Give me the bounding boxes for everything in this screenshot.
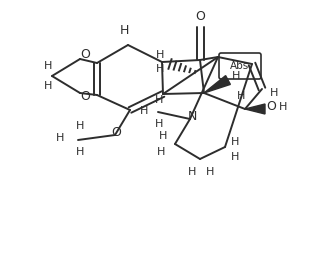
Text: H: H	[279, 102, 287, 112]
Text: O: O	[111, 127, 121, 139]
FancyBboxPatch shape	[219, 53, 261, 79]
Text: H: H	[155, 119, 163, 129]
Text: H: H	[44, 81, 52, 91]
Text: H: H	[231, 152, 239, 162]
Text: O: O	[80, 91, 90, 104]
Text: N: N	[187, 109, 197, 123]
Text: H: H	[159, 131, 167, 141]
Polygon shape	[245, 104, 265, 114]
Text: H: H	[206, 167, 214, 177]
Text: H: H	[157, 147, 165, 157]
Text: H: H	[232, 71, 240, 81]
Text: Abs: Abs	[230, 61, 249, 71]
Text: H: H	[188, 167, 196, 177]
Text: H: H	[156, 64, 164, 74]
Polygon shape	[204, 76, 230, 93]
Text: H: H	[76, 147, 84, 157]
Text: O: O	[195, 10, 205, 22]
Text: H: H	[44, 61, 52, 71]
Text: H: H	[76, 121, 84, 131]
Text: O: O	[80, 49, 90, 61]
Text: H: H	[155, 95, 163, 105]
Text: H: H	[56, 133, 64, 143]
Text: H: H	[140, 106, 148, 116]
Text: O: O	[266, 100, 276, 113]
Text: H: H	[231, 137, 239, 147]
Text: H: H	[270, 88, 278, 98]
Text: H: H	[237, 91, 245, 101]
Text: H: H	[119, 25, 129, 37]
Text: H: H	[156, 50, 164, 60]
